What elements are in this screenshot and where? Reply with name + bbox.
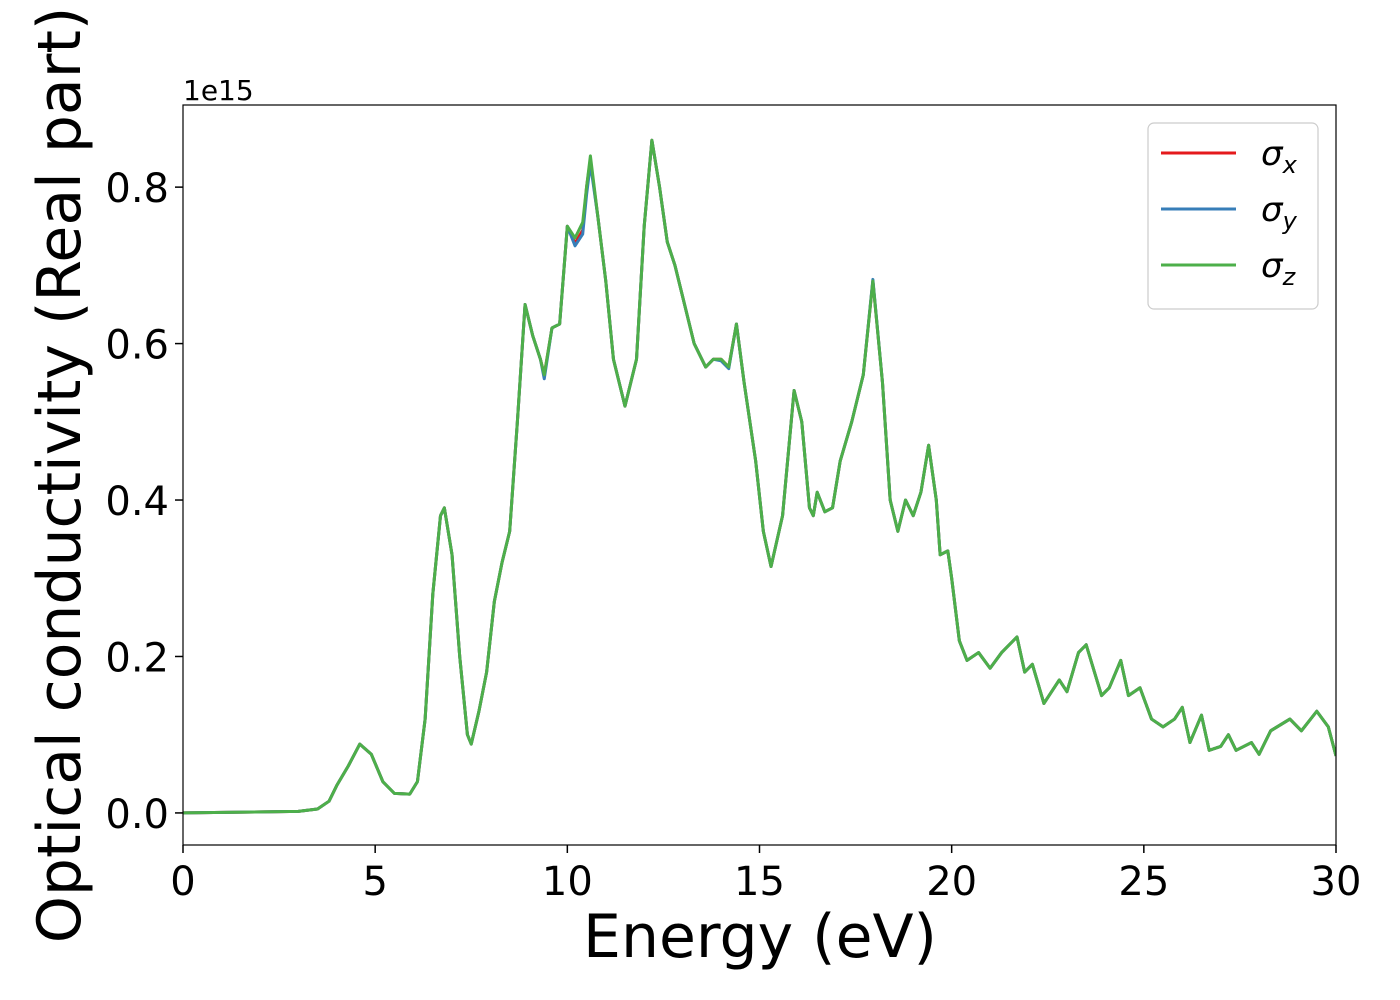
legend-label-sub: x [1282, 151, 1298, 179]
legend-label: σx [1261, 134, 1298, 179]
x-tick-label: 25 [1118, 859, 1169, 905]
legend-box [1147, 122, 1319, 310]
x-tick-label: 10 [542, 859, 593, 905]
x-tick-label: 5 [362, 859, 387, 905]
x-tick-label: 0 [170, 859, 195, 905]
legend-label-sub: y [1282, 207, 1298, 235]
plot-frame [182, 104, 1337, 846]
x-tick-label: 20 [926, 859, 977, 905]
legend-label-main: σ [1261, 246, 1284, 286]
y-tick-label: 0.4 [105, 479, 169, 525]
y-axis-label: Optical conductivity (Real part) [25, 7, 95, 944]
y-tick-label: 0.8 [105, 166, 169, 212]
offset-label: 1e15 [183, 74, 254, 107]
legend-label-sub: z [1282, 263, 1297, 291]
x-tick-label: 15 [734, 859, 785, 905]
y-tick-label: 0.2 [105, 635, 169, 681]
legend-label: σz [1261, 246, 1297, 291]
series-line [183, 138, 1336, 815]
y-tick-label: 0.0 [105, 792, 169, 838]
legend-label: σy [1261, 190, 1298, 235]
x-tick-label: 30 [1311, 859, 1362, 905]
x-axis-label: Energy (eV) [583, 902, 937, 972]
y-tick-label: 0.6 [105, 323, 169, 369]
legend-label-main: σ [1261, 190, 1284, 230]
legend-label-main: σ [1261, 134, 1284, 174]
